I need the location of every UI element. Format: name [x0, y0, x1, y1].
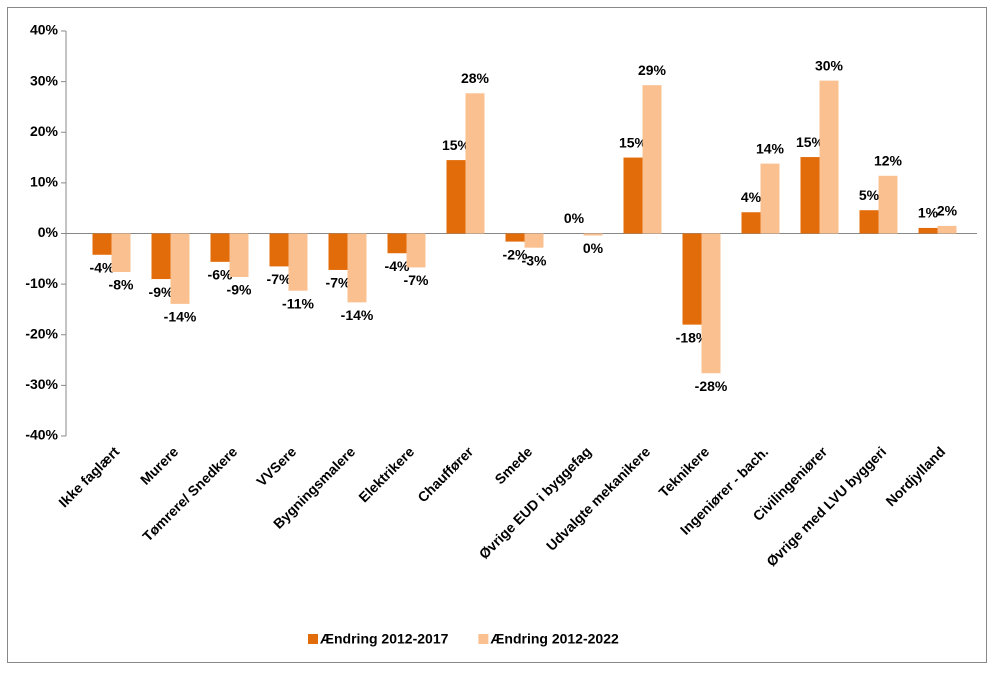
- data-label: 15%: [442, 137, 471, 153]
- legend-swatch: [308, 634, 318, 644]
- data-label: -28%: [695, 378, 728, 394]
- bar: [859, 210, 879, 234]
- bar: [387, 233, 407, 254]
- bar: [465, 93, 485, 234]
- data-label: -11%: [282, 295, 314, 311]
- data-label: 15%: [619, 134, 648, 150]
- data-label: 5%: [859, 187, 880, 203]
- data-label: 4%: [741, 189, 762, 205]
- data-label: 0%: [564, 210, 585, 226]
- bar: [701, 233, 721, 374]
- bar: [760, 163, 780, 234]
- bar: [741, 212, 761, 234]
- chart-frame: [7, 7, 987, 663]
- data-label: 28%: [461, 70, 490, 86]
- bar: [328, 233, 348, 270]
- bar: [170, 233, 190, 304]
- bar: [151, 233, 171, 280]
- legend-label: Ændring 2012-2017: [320, 631, 449, 647]
- data-label: -7%: [404, 272, 429, 288]
- bar: [505, 233, 525, 242]
- bar: [642, 85, 662, 234]
- bar: [524, 233, 544, 248]
- data-label: 29%: [638, 62, 667, 78]
- data-label: -6%: [208, 267, 233, 283]
- data-label: 14%: [756, 140, 785, 156]
- data-label: -8%: [109, 277, 134, 293]
- bar: [269, 233, 289, 267]
- bar: [800, 157, 820, 234]
- y-tick-label: -10%: [25, 275, 58, 291]
- data-label: 0%: [583, 240, 604, 256]
- bar: [92, 233, 112, 255]
- bar: [682, 233, 702, 325]
- bar: [937, 225, 957, 234]
- bar: [229, 233, 249, 278]
- y-tick-label: -40%: [25, 427, 58, 443]
- bar: [347, 233, 367, 303]
- data-label: -7%: [326, 275, 351, 291]
- data-label: 15%: [796, 134, 825, 150]
- y-tick-label: 40%: [30, 22, 59, 38]
- bar: [918, 227, 938, 234]
- bar: [406, 233, 426, 268]
- bar: [111, 233, 131, 272]
- data-label: 12%: [874, 152, 903, 168]
- bar: [446, 160, 466, 234]
- data-label: -9%: [149, 284, 174, 300]
- bar: [210, 233, 230, 262]
- bar: [623, 157, 643, 234]
- y-tick-label: -30%: [25, 376, 58, 392]
- data-label: -7%: [267, 271, 292, 287]
- legend-swatch: [478, 634, 489, 644]
- legend-label: Ændring 2012-2022: [490, 631, 619, 647]
- data-label: -4%: [385, 258, 410, 274]
- data-label: 2%: [937, 203, 958, 219]
- data-label: -14%: [341, 307, 374, 323]
- y-tick-label: 30%: [30, 72, 59, 88]
- y-tick-label: 10%: [30, 174, 59, 190]
- data-label: -2%: [503, 246, 528, 262]
- y-tick-label: 0%: [38, 224, 59, 240]
- data-label: -3%: [522, 252, 547, 268]
- data-label: 30%: [815, 57, 844, 73]
- data-label: 1%: [918, 205, 939, 221]
- data-label: -14%: [164, 309, 197, 325]
- bar: [583, 233, 603, 236]
- bar: [288, 233, 308, 291]
- data-label: -9%: [227, 282, 252, 298]
- data-label: -18%: [676, 329, 709, 345]
- bar: [878, 175, 898, 234]
- bar: [819, 80, 839, 234]
- y-tick-label: -20%: [25, 325, 58, 341]
- data-label: -4%: [90, 259, 115, 275]
- y-tick-label: 20%: [30, 123, 59, 139]
